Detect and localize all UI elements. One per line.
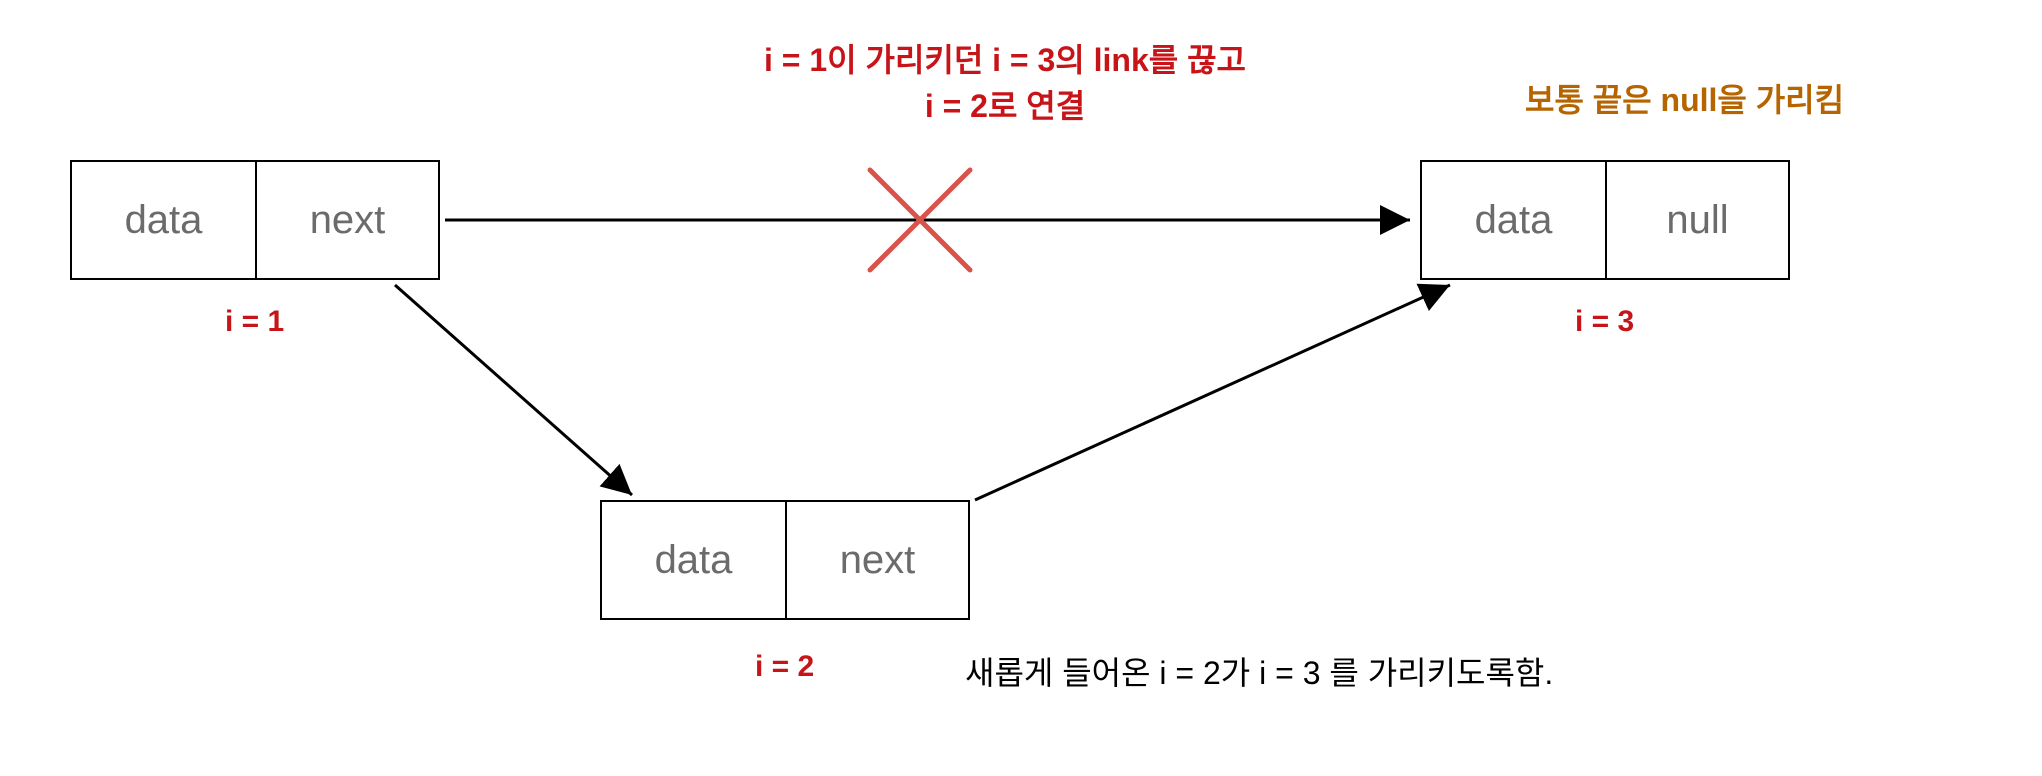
cross-icon xyxy=(870,170,970,270)
node-3-data-cell: data xyxy=(1422,162,1605,278)
edge-2-to-3 xyxy=(975,285,1450,500)
node-3-index-label: i = 3 xyxy=(1575,305,1634,339)
annotation-link-cut-line2: i = 2로 연결 xyxy=(700,81,1310,127)
linked-list-node-3: data null xyxy=(1420,160,1790,280)
node-2-next-cell: next xyxy=(785,502,968,618)
node-1-index-label: i = 1 xyxy=(225,305,284,339)
linked-list-node-1: data next xyxy=(70,160,440,280)
node-1-next-cell: next xyxy=(255,162,438,278)
node-1-data-cell: data xyxy=(72,162,255,278)
annotation-link-cut: i = 1이 가리키던 i = 3의 link를 끊고 i = 2로 연결 xyxy=(700,35,1310,127)
linked-list-node-2: data next xyxy=(600,500,970,620)
annotation-new-node: 새롭게 들어온 i = 2가 i = 3 를 가리키도록함. xyxy=(965,648,1553,694)
node-2-data-cell: data xyxy=(602,502,785,618)
annotation-null-end: 보통 끝은 null을 가리킴 xyxy=(1525,75,1844,121)
annotation-link-cut-line1: i = 1이 가리키던 i = 3의 link를 끊고 xyxy=(700,35,1310,81)
edge-1-to-2 xyxy=(395,285,632,495)
node-3-null-cell: null xyxy=(1605,162,1788,278)
node-2-index-label: i = 2 xyxy=(755,650,814,684)
